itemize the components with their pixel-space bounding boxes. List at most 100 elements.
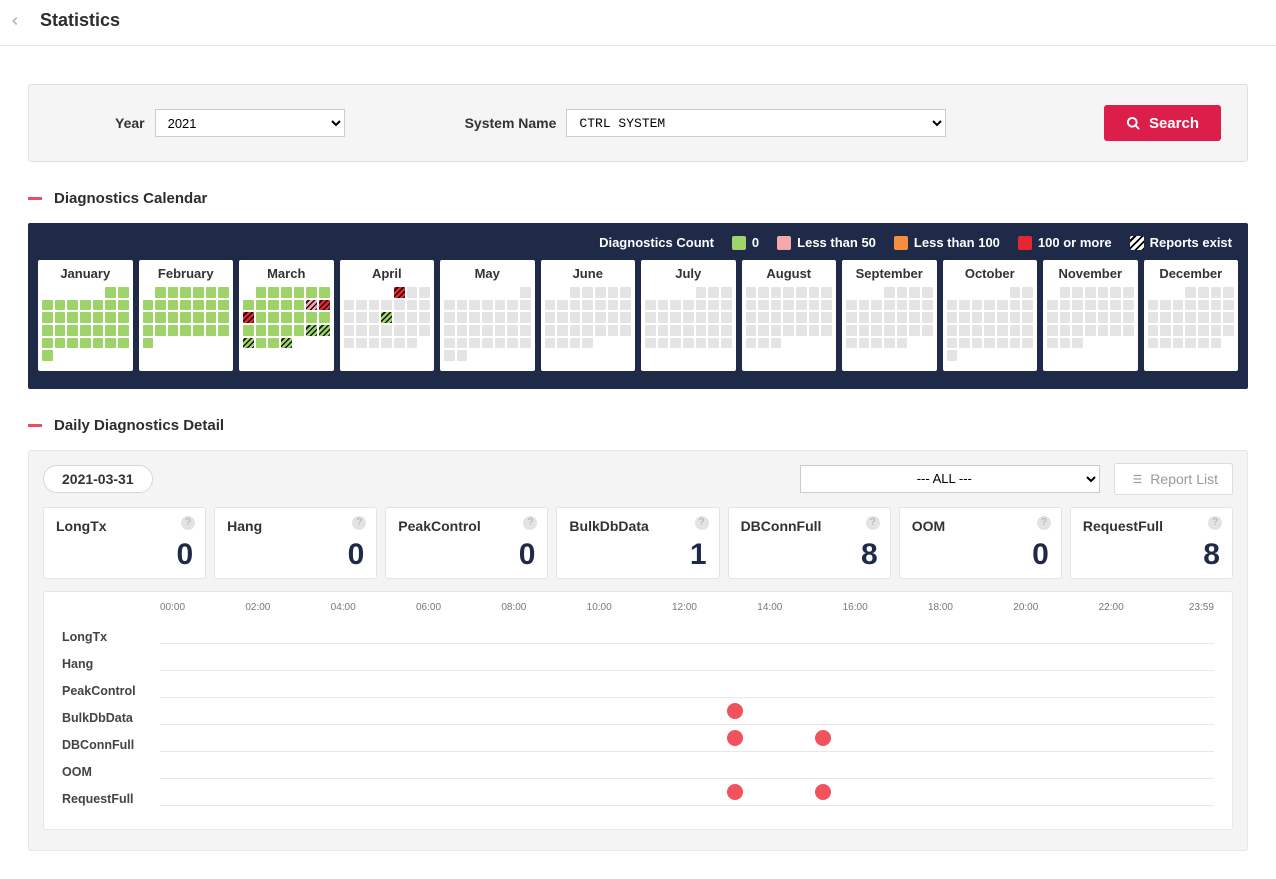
- day-cell[interactable]: [670, 325, 681, 336]
- day-cell[interactable]: [696, 338, 707, 349]
- day-cell[interactable]: [645, 325, 656, 336]
- day-cell[interactable]: [1198, 300, 1209, 311]
- day-cell[interactable]: [243, 325, 254, 336]
- day-cell[interactable]: [105, 312, 116, 323]
- day-cell[interactable]: [897, 300, 908, 311]
- day-cell[interactable]: [922, 300, 933, 311]
- day-cell[interactable]: [746, 300, 757, 311]
- day-cell[interactable]: [1072, 312, 1083, 323]
- day-cell[interactable]: [708, 338, 719, 349]
- day-cell[interactable]: [595, 325, 606, 336]
- day-cell[interactable]: [1123, 300, 1134, 311]
- day-cell[interactable]: [897, 287, 908, 298]
- day-cell[interactable]: [344, 325, 355, 336]
- day-cell[interactable]: [1022, 312, 1033, 323]
- day-cell[interactable]: [884, 338, 895, 349]
- day-cell[interactable]: [1060, 338, 1071, 349]
- day-cell[interactable]: [507, 338, 518, 349]
- day-cell[interactable]: [1185, 287, 1196, 298]
- day-cell[interactable]: [658, 312, 669, 323]
- day-cell[interactable]: [294, 312, 305, 323]
- day-cell[interactable]: [306, 300, 317, 311]
- day-cell[interactable]: [871, 338, 882, 349]
- day-cell[interactable]: [193, 325, 204, 336]
- day-cell[interactable]: [683, 325, 694, 336]
- day-cell[interactable]: [469, 338, 480, 349]
- day-cell[interactable]: [620, 300, 631, 311]
- report-list-button[interactable]: Report List: [1114, 463, 1233, 495]
- day-cell[interactable]: [909, 312, 920, 323]
- day-cell[interactable]: [859, 312, 870, 323]
- day-cell[interactable]: [721, 312, 732, 323]
- day-cell[interactable]: [520, 287, 531, 298]
- event-dot[interactable]: [815, 730, 831, 746]
- day-cell[interactable]: [469, 300, 480, 311]
- day-cell[interactable]: [143, 338, 154, 349]
- day-cell[interactable]: [670, 338, 681, 349]
- day-cell[interactable]: [1110, 325, 1121, 336]
- day-cell[interactable]: [520, 325, 531, 336]
- day-cell[interactable]: [1110, 312, 1121, 323]
- day-cell[interactable]: [859, 338, 870, 349]
- help-icon[interactable]: ?: [1208, 516, 1222, 530]
- day-cell[interactable]: [193, 287, 204, 298]
- day-cell[interactable]: [557, 312, 568, 323]
- day-cell[interactable]: [294, 300, 305, 311]
- day-cell[interactable]: [771, 338, 782, 349]
- day-cell[interactable]: [118, 338, 129, 349]
- metric-card[interactable]: BulkDbData?1: [556, 507, 719, 579]
- day-cell[interactable]: [821, 287, 832, 298]
- day-cell[interactable]: [1173, 300, 1184, 311]
- day-cell[interactable]: [55, 338, 66, 349]
- day-cell[interactable]: [1123, 287, 1134, 298]
- day-cell[interactable]: [206, 287, 217, 298]
- day-cell[interactable]: [67, 338, 78, 349]
- metric-card[interactable]: LongTx?0: [43, 507, 206, 579]
- day-cell[interactable]: [407, 287, 418, 298]
- day-cell[interactable]: [545, 338, 556, 349]
- day-cell[interactable]: [381, 300, 392, 311]
- day-cell[interactable]: [582, 300, 593, 311]
- day-cell[interactable]: [620, 287, 631, 298]
- metric-card[interactable]: PeakControl?0: [385, 507, 548, 579]
- day-cell[interactable]: [168, 287, 179, 298]
- metric-card[interactable]: DBConnFull?8: [728, 507, 891, 579]
- day-cell[interactable]: [1173, 312, 1184, 323]
- day-cell[interactable]: [306, 325, 317, 336]
- day-cell[interactable]: [206, 325, 217, 336]
- day-cell[interactable]: [947, 338, 958, 349]
- day-cell[interactable]: [708, 325, 719, 336]
- event-dot[interactable]: [727, 730, 743, 746]
- day-cell[interactable]: [545, 312, 556, 323]
- day-cell[interactable]: [319, 312, 330, 323]
- day-cell[interactable]: [1085, 300, 1096, 311]
- day-cell[interactable]: [897, 312, 908, 323]
- day-cell[interactable]: [909, 325, 920, 336]
- day-cell[interactable]: [256, 338, 267, 349]
- day-cell[interactable]: [783, 312, 794, 323]
- day-cell[interactable]: [1085, 325, 1096, 336]
- day-cell[interactable]: [984, 300, 995, 311]
- day-cell[interactable]: [80, 325, 91, 336]
- day-cell[interactable]: [670, 300, 681, 311]
- day-cell[interactable]: [268, 338, 279, 349]
- day-cell[interactable]: [520, 312, 531, 323]
- day-cell[interactable]: [859, 300, 870, 311]
- day-cell[interactable]: [809, 287, 820, 298]
- day-cell[interactable]: [118, 312, 129, 323]
- day-cell[interactable]: [105, 325, 116, 336]
- day-cell[interactable]: [758, 300, 769, 311]
- day-cell[interactable]: [394, 300, 405, 311]
- day-cell[interactable]: [407, 312, 418, 323]
- day-cell[interactable]: [696, 325, 707, 336]
- day-cell[interactable]: [444, 350, 455, 361]
- day-cell[interactable]: [972, 300, 983, 311]
- day-cell[interactable]: [344, 338, 355, 349]
- day-cell[interactable]: [708, 287, 719, 298]
- day-cell[interactable]: [93, 325, 104, 336]
- day-cell[interactable]: [42, 300, 53, 311]
- metric-card[interactable]: Hang?0: [214, 507, 377, 579]
- day-cell[interactable]: [42, 312, 53, 323]
- day-cell[interactable]: [984, 312, 995, 323]
- day-cell[interactable]: [884, 300, 895, 311]
